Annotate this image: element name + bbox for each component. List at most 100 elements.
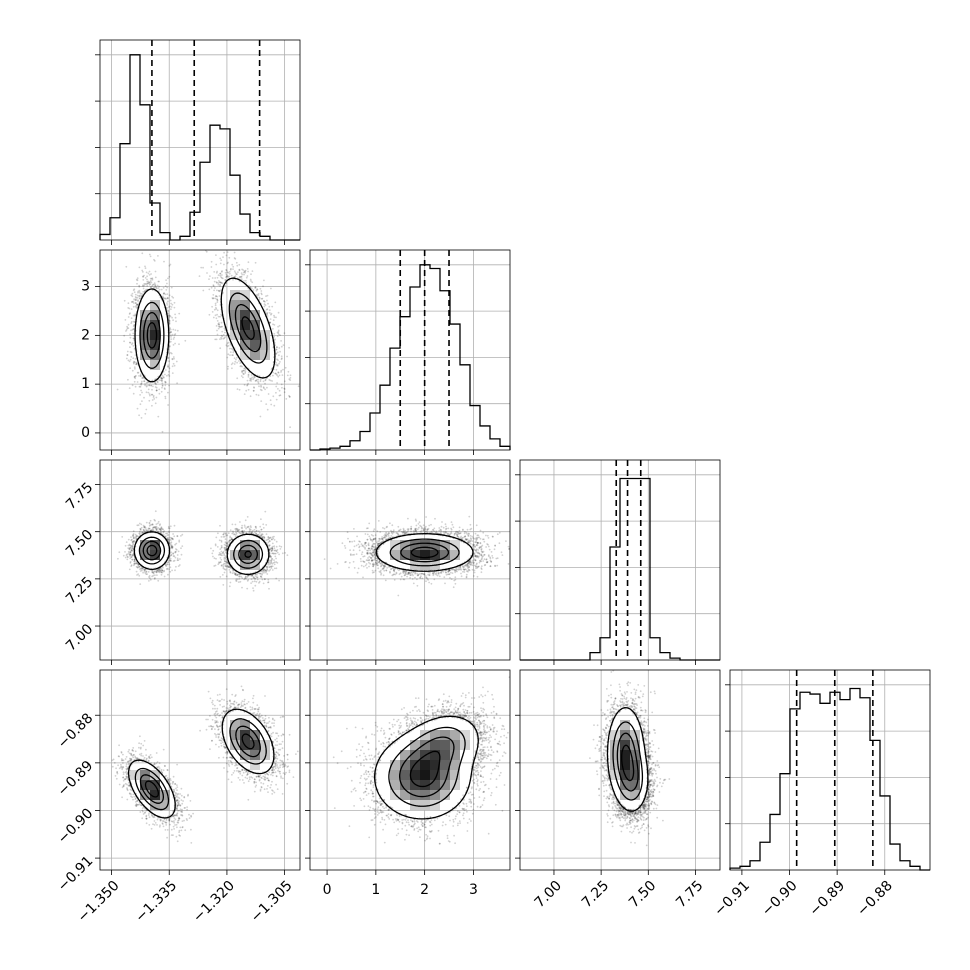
pair-third-vs-second-sample-point: [449, 569, 452, 571]
pair-third-vs-second-sample-point: [366, 552, 369, 554]
pair-third-vs-first-sample-point: [140, 567, 143, 570]
pair-second-vs-first-sample-point: [167, 310, 169, 313]
pair-second-vs-first-sample-point: [224, 336, 227, 338]
pair-fourth-vs-first-sample-point: [282, 766, 284, 768]
pair-third-vs-second-sample-point: [415, 530, 417, 533]
pair-fourth-vs-first-sample-point: [183, 819, 185, 822]
pair-fourth-vs-second-density-cell: [410, 770, 420, 780]
pair-second-vs-first-sample-point: [283, 387, 286, 390]
pair-second-vs-first-sample-point: [163, 387, 166, 390]
pair-third-vs-first-sample-point: [271, 548, 274, 551]
pair-second-vs-first-sample-point: [273, 404, 276, 407]
pair-second-vs-first-sample-point: [206, 272, 208, 274]
pair-fourth-vs-first-sample-point: [176, 763, 179, 766]
pair-fourth-vs-first-sample-point: [264, 776, 267, 779]
pair-second-vs-first-sample-point: [151, 277, 154, 280]
pair-second-vs-first-sample-point: [167, 315, 170, 317]
pair-second-vs-first-sample-point: [161, 382, 164, 385]
pair-third-vs-second-sample-point: [457, 569, 460, 571]
pair-second-vs-first-sample-point: [212, 316, 215, 319]
pair-fourth-vs-first-sample-point: [279, 759, 282, 762]
pair-fourth-vs-second-sample-point: [476, 716, 479, 719]
pair-second-vs-first-sample-point: [266, 313, 268, 316]
pair-fourth-vs-first-sample-point: [283, 755, 285, 757]
pair-second-vs-first-sample-point: [138, 375, 140, 377]
pair-third-vs-second-sample-point: [382, 540, 385, 542]
pair-third-vs-second-sample-point: [404, 532, 407, 535]
pair-third-vs-first-sample-point: [169, 525, 172, 528]
pair-third-vs-first-sample-point: [179, 558, 181, 560]
pair-second-vs-first-sample-point: [141, 400, 143, 402]
pair-third-vs-first-sample-point: [168, 559, 170, 562]
pair-fourth-vs-first-sample-point: [177, 819, 179, 822]
pair-third-vs-second-sample-point: [448, 569, 451, 572]
pair-second-vs-first-sample-point: [138, 295, 141, 297]
pair-fourth-vs-second-sample-point: [385, 814, 388, 817]
pair-fourth-vs-second-sample-point: [458, 820, 461, 822]
pair-second-vs-first-sample-point: [288, 395, 291, 398]
pair-third-vs-second-sample-point: [379, 571, 382, 574]
pair-third-vs-first-sample-point: [265, 571, 267, 574]
pair-third-vs-second-sample-point: [383, 534, 386, 537]
pair-third-vs-first-sample-point: [220, 536, 223, 538]
pair-fourth-vs-second-sample-point: [406, 713, 409, 716]
pair-fourth-vs-first-sample-point: [156, 766, 159, 769]
pair-second-vs-first-sample-point: [213, 289, 216, 292]
pair-third-vs-second-sample-point: [381, 537, 384, 540]
pair-second-vs-first-sample-point: [225, 344, 228, 347]
pair-third-vs-first-sample-point: [237, 528, 240, 531]
pair-third-vs-first-sample-point: [173, 559, 176, 562]
pair-fourth-vs-first-sample-point: [165, 822, 167, 824]
pair-fourth-vs-first-sample-point: [139, 735, 141, 738]
pair-second-vs-first-sample-point: [264, 379, 267, 382]
pair-third-vs-first-sample-point: [267, 581, 269, 584]
pair-third-vs-second-sample-point: [370, 548, 373, 550]
pair-fourth-vs-first-sample-point: [266, 773, 269, 776]
pair-fourth-vs-second-density-cell: [420, 740, 430, 750]
pair-third-vs-second-sample-point: [370, 539, 372, 541]
pair-second-vs-first-sample-point: [133, 360, 135, 363]
pair-fourth-vs-second-sample-point: [474, 717, 477, 720]
pair-third-vs-first-sample-point: [248, 527, 251, 530]
pair-third-vs-first-sample-point: [229, 536, 232, 539]
pair-third-vs-first-sample-point: [238, 573, 240, 575]
pair-third-vs-first-sample-point: [145, 529, 148, 532]
pair-third-vs-first-sample-point: [250, 526, 252, 529]
pair-fourth-vs-first-sample-point: [276, 757, 279, 760]
pair-fourth-vs-second-sample-point: [470, 793, 473, 796]
pair-third-vs-second-sample-point: [450, 531, 453, 533]
pair-third-vs-second-sample-point: [451, 568, 453, 571]
pair-fourth-vs-first-sample-point: [120, 759, 123, 762]
pair-third-vs-first-sample-point: [267, 581, 270, 583]
pair-third-vs-first-sample-point: [251, 531, 254, 533]
pair-third-vs-first-sample-point: [218, 562, 221, 564]
pair-third-vs-second-sample-point: [455, 530, 458, 533]
pair-second-vs-first-sample-point: [275, 348, 278, 351]
pair-third-vs-first-sample-point: [257, 572, 260, 574]
pair-fourth-vs-first-sample-point: [208, 725, 211, 728]
pair-third-vs-first-sample-point: [168, 568, 170, 570]
pair-second-vs-first-sample-point: [135, 363, 138, 366]
pair-third-vs-first-sample-point: [267, 541, 270, 544]
pair-third-vs-second-sample-point: [444, 530, 447, 533]
pair-fourth-vs-first-sample-point: [262, 719, 264, 722]
pair-third-vs-first-sample-point: [135, 534, 138, 537]
pair-second-vs-first-sample-point: [232, 351, 235, 354]
pair-fourth-vs-first-sample-point: [142, 810, 144, 813]
pair-fourth-vs-first-sample-point: [237, 703, 240, 706]
pair-third-vs-first-sample-point: [243, 524, 246, 527]
pair-second-vs-first-sample-point: [133, 324, 135, 326]
pair-second-vs-first-sample-point: [214, 314, 217, 317]
pair-second-vs-first-sample-point: [173, 301, 176, 304]
pair-third-vs-first-sample-point: [276, 551, 279, 554]
pair-third-vs-second-sample-point: [371, 559, 374, 562]
pair-third-vs-first-sample-point: [161, 528, 164, 531]
pair-third-vs-first-sample-point: [138, 533, 141, 536]
pair-second-vs-first-sample-point: [286, 374, 289, 377]
pair-second-vs-first-sample-point: [216, 309, 219, 312]
pair-third-vs-first-sample-point: [131, 553, 134, 556]
pair-second-vs-first-sample-point: [136, 303, 139, 306]
pair-fourth-vs-first-sample-point: [272, 771, 275, 774]
pair-fourth-vs-second-density-cell: [430, 770, 440, 780]
pair-second-vs-first-sample-point: [170, 338, 173, 340]
